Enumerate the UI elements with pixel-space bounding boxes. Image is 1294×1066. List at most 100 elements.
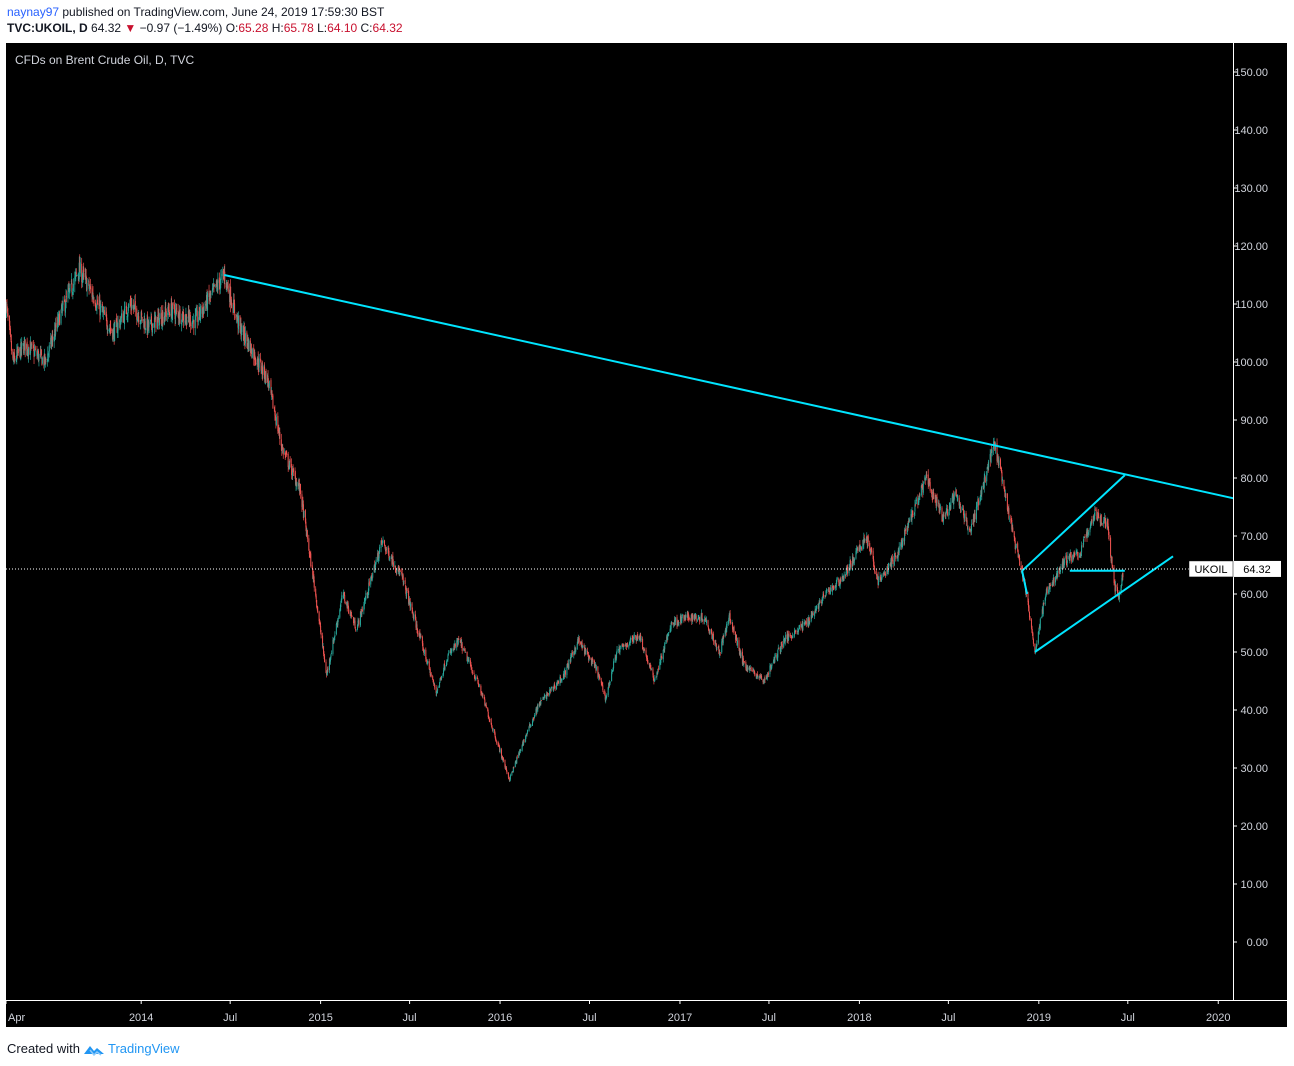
candle-up (780, 642, 782, 650)
candle-up (219, 283, 221, 290)
candle-up (47, 353, 49, 361)
candle-down (755, 674, 757, 677)
candle-up (1120, 585, 1122, 588)
flag-pole-left[interactable] (1021, 570, 1029, 595)
candle-up (595, 666, 597, 670)
chart-header: naynay97 published on TradingView.com, J… (7, 4, 403, 36)
x-tick-label: Jul (762, 1012, 776, 1024)
candle-down (719, 652, 721, 653)
candle-up (153, 317, 155, 328)
candle-down (838, 582, 840, 586)
candle-up (660, 656, 662, 664)
candle-down (458, 639, 460, 640)
candle-up (803, 622, 805, 624)
candle-up (241, 325, 243, 332)
candle-down (800, 623, 802, 628)
candle-up (570, 653, 572, 656)
candle-down (1001, 471, 1003, 482)
candle-down (891, 557, 893, 562)
long-term-resistance[interactable] (224, 274, 1234, 500)
candle-up (981, 486, 983, 495)
candle-up (370, 577, 372, 585)
candle-up (361, 610, 363, 615)
candle-down (598, 674, 600, 675)
candle-up (684, 617, 686, 620)
candle-up (722, 636, 724, 644)
candle-up (336, 624, 338, 625)
candle-down (103, 310, 105, 315)
price-chart[interactable]: CFDs on Brent Crude Oil, D, TVC 0.00 10.0… (5, 43, 1287, 1027)
candle-down (778, 647, 780, 649)
candle-down (88, 281, 90, 289)
candle-down (931, 489, 933, 495)
flag-lower-line[interactable] (1034, 555, 1174, 653)
candle-down (647, 661, 649, 663)
candle-down (398, 566, 400, 572)
candle-up (776, 656, 778, 659)
candle-down (871, 549, 873, 552)
chart-area[interactable]: CFDs on Brent Crude Oil, D, TVC 0.00 10.0… (5, 43, 1287, 1027)
candle-down (962, 508, 964, 510)
candle-down (1013, 532, 1015, 538)
candle-down (589, 655, 591, 658)
candle-down (116, 319, 118, 322)
candle-down (642, 638, 644, 649)
candle-up (855, 550, 857, 559)
candle-down (105, 311, 107, 317)
candle-down (476, 677, 478, 680)
candle-up (523, 740, 525, 745)
candle-up (120, 321, 122, 325)
candle-up (1055, 577, 1057, 583)
candle-up (526, 733, 528, 735)
candle-down (501, 749, 503, 758)
candle-up (886, 568, 888, 575)
candle-down (587, 654, 589, 656)
candle-down (399, 571, 401, 572)
candle-down (776, 654, 778, 658)
candle-up (372, 572, 374, 578)
candle-up (1004, 492, 1006, 498)
candle-up (685, 615, 687, 618)
candle-down (496, 741, 498, 743)
candle-down (860, 547, 862, 550)
tradingview-brand[interactable]: TradingView (107, 1041, 180, 1056)
candle-up (112, 330, 114, 341)
flag-upper-line[interactable] (1021, 474, 1126, 572)
candle-up (363, 601, 365, 606)
candle-down (470, 660, 472, 667)
candle-up (908, 521, 910, 526)
candle-up (127, 312, 129, 317)
author-link[interactable]: naynay97 (7, 5, 60, 19)
candle-down (265, 370, 267, 383)
candle-down (344, 595, 346, 601)
candle-up (700, 615, 702, 622)
candle-up (284, 452, 286, 454)
candle-down (377, 552, 379, 560)
candle-up (709, 629, 711, 634)
candle-down (312, 568, 314, 579)
drawings-layer[interactable] (224, 274, 1234, 653)
candle-up (798, 625, 800, 630)
candle-up (611, 670, 613, 673)
candle-up (576, 643, 578, 650)
candle-down (487, 711, 489, 717)
candle-down (387, 547, 389, 553)
candle-up (1089, 524, 1091, 529)
candle-down (884, 571, 886, 575)
candle-up (640, 638, 642, 641)
candle-down (1028, 611, 1030, 618)
candle-down (294, 472, 296, 476)
candle-up (102, 310, 104, 312)
candle-up (275, 417, 277, 426)
time-axis[interactable]: Apr 2014 Jul 2015 Jul 2016 Jul 2017 Jul 2018 Jul 20… (5, 1000, 1230, 1024)
candle-up (413, 614, 415, 619)
candle-up (389, 558, 391, 560)
candle-down (723, 636, 725, 637)
tradingview-logo-icon[interactable] (83, 1042, 105, 1056)
candle-up (333, 638, 335, 644)
candle-up (356, 624, 358, 630)
candle-up (904, 529, 906, 541)
candle-up (426, 663, 428, 665)
candle-down (110, 327, 112, 330)
price-axis[interactable]: 0.00 10.00 20.00 30.00 40.00 50.00 60.00 70.00 8… (1233, 67, 1268, 949)
